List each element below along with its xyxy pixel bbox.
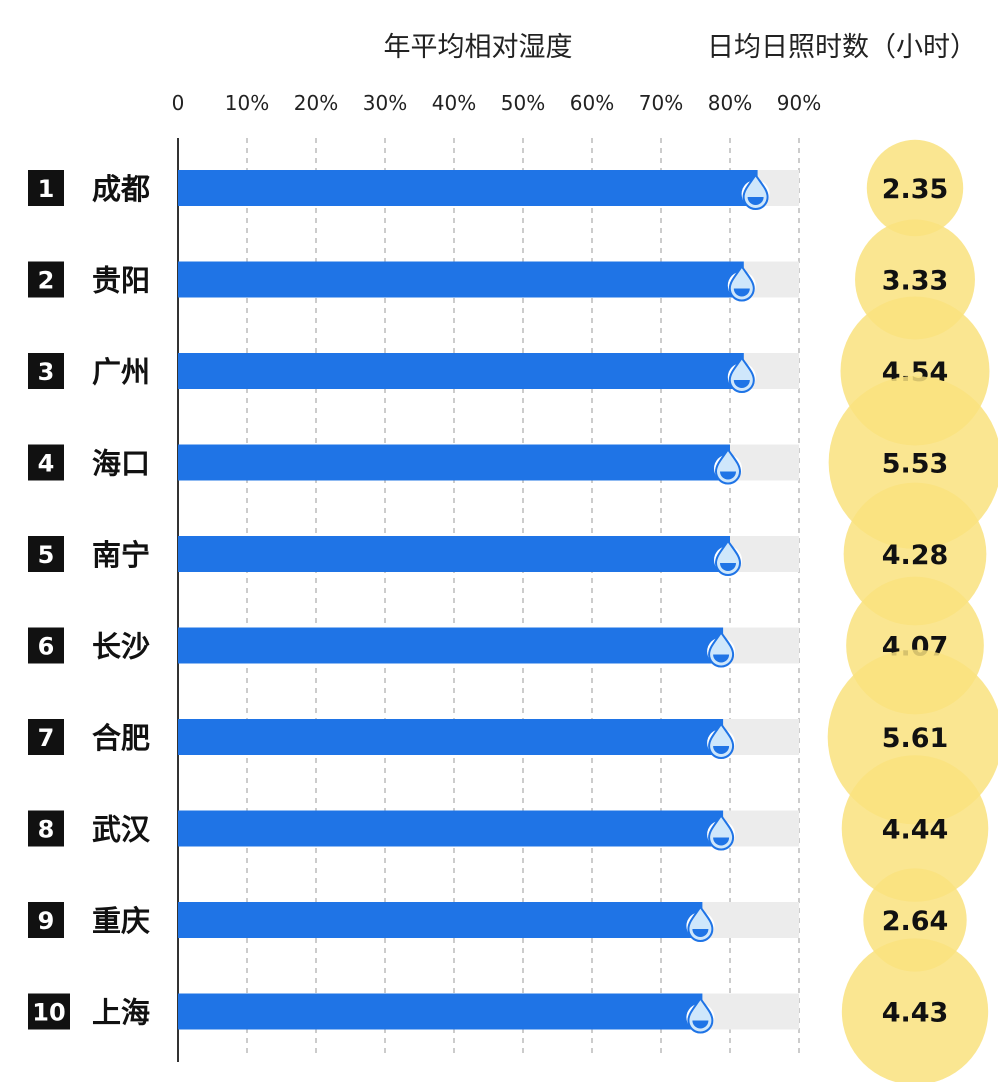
x-tick-label: 80% [708,91,752,115]
rank-badge [28,902,64,938]
rank-number: 9 [38,907,55,935]
data-row: 1 成都 2.35 [28,139,964,237]
drop-fill [720,563,736,571]
water-drop-icon [707,813,736,851]
water-drop-icon [741,173,770,210]
x-tick-label: 30% [363,91,407,115]
drop-fill [692,929,709,937]
rank-badge [28,810,64,847]
humidity-bar [178,444,730,481]
city-label: 广州 [92,355,150,389]
rank-number: 3 [38,358,55,386]
rank-badge [28,261,64,298]
sunshine-value: 2.35 [882,174,949,205]
drop-fill [692,1020,709,1029]
humidity-bar [178,810,724,847]
x-tick-label: 10% [225,91,269,115]
drop-fill [733,380,750,388]
humidity-bar [178,170,758,206]
water-drop-icon [727,356,756,393]
drop-fill [733,288,750,297]
rank-number: 4 [38,450,55,478]
humidity-bar [178,993,703,1030]
city-label: 长沙 [92,630,150,664]
humidity-bar [178,261,744,298]
sunshine-bubble [866,139,964,237]
rank-badge [28,444,64,481]
city-label: 合肥 [92,721,150,755]
city-label: 海口 [92,447,150,481]
rank-badge [28,536,64,572]
x-tick-label: 50% [501,91,545,115]
rank-badge [28,353,64,389]
rank-number: 6 [38,633,55,661]
rank-badge [28,627,64,664]
water-drop-icon [727,264,756,302]
city-label: 上海 [92,996,150,1030]
sunshine-value: 4.28 [882,540,949,571]
city-label: 贵阳 [92,264,150,298]
city-label: 成都 [92,172,150,206]
sunshine-value: 3.33 [882,266,949,297]
sunshine-column-title: 日均日照时数（小时） [707,32,977,63]
drop-fill [720,471,736,480]
data-row: 9 重庆 2.64 [28,868,967,972]
water-drop-icon [714,539,742,576]
rank-badge [28,170,64,206]
data-row: 10 上海 4.43 [28,938,989,1082]
data-row: 2 贵阳 3.33 [28,219,975,340]
water-drop-icon [714,447,742,485]
x-tick-label: 0 [172,91,185,115]
rank-number: 8 [38,816,55,844]
water-drop-icon [707,722,736,759]
sunshine-value: 4.44 [882,815,949,846]
drop-fill [747,197,764,205]
city-label: 南宁 [92,538,150,572]
rank-number: 7 [38,724,55,752]
sunshine-value: 5.53 [882,449,949,480]
humidity-bar [178,353,744,389]
humidity-bar [178,536,730,572]
x-tick-label: 20% [294,91,338,115]
rank-badge [28,719,64,755]
drop-fill [713,837,730,846]
water-drop-icon [686,905,715,942]
x-tick-label: 60% [570,91,614,115]
chart-title: 年平均相对湿度 [384,32,573,63]
rank-number: 1 [38,175,55,203]
humidity-bar [178,719,724,755]
water-drop-icon [686,996,715,1034]
x-tick-label: 70% [639,91,683,115]
rank-badge [28,993,70,1030]
rank-number: 2 [38,267,55,295]
x-tick-label: 40% [432,91,476,115]
sunshine-value: 2.64 [882,906,949,937]
sunshine-bubble [841,755,989,902]
x-tick-label: 90% [777,91,821,115]
drop-fill [713,654,730,663]
data-row: 8 武汉 4.44 [28,755,989,902]
sunshine-value: 5.61 [882,723,949,754]
rank-number: 10 [32,999,65,1027]
sunshine-value: 4.43 [882,998,949,1029]
city-label: 重庆 [92,904,150,938]
drop-fill [713,746,730,754]
water-drop-icon [707,630,736,668]
humidity-bar [178,627,724,664]
humidity-bar [178,902,703,938]
sunshine-bubble [841,938,989,1082]
rank-number: 5 [38,541,55,569]
city-label: 武汉 [92,813,151,847]
